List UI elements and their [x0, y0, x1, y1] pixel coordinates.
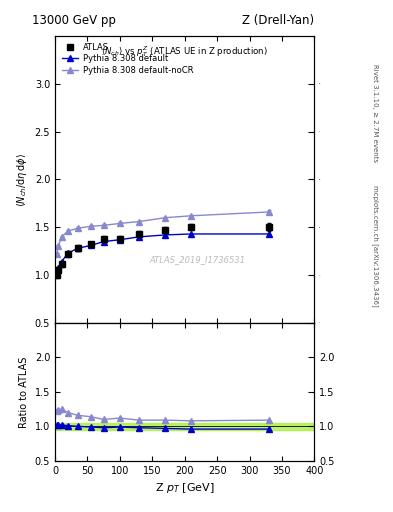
Text: 13000 GeV pp: 13000 GeV pp: [32, 14, 116, 27]
Text: ATLAS_2019_I1736531: ATLAS_2019_I1736531: [150, 255, 246, 264]
Text: Z (Drell-Yan): Z (Drell-Yan): [242, 14, 314, 27]
Text: $\langle N_{ch}\rangle$ vs $p_T^Z$ (ATLAS UE in Z production): $\langle N_{ch}\rangle$ vs $p_T^Z$ (ATLA…: [101, 45, 268, 59]
Text: Rivet 3.1.10, ≥ 2.7M events: Rivet 3.1.10, ≥ 2.7M events: [372, 63, 378, 162]
Y-axis label: Ratio to ATLAS: Ratio to ATLAS: [19, 356, 29, 428]
Legend: ATLAS, Pythia 8.308 default, Pythia 8.308 default-noCR: ATLAS, Pythia 8.308 default, Pythia 8.30…: [59, 40, 196, 77]
Text: mcplots.cern.ch [arXiv:1306.3436]: mcplots.cern.ch [arXiv:1306.3436]: [372, 185, 379, 307]
Y-axis label: $\langle N_{ch}/\mathrm{d}\eta\,\mathrm{d}\phi\rangle$: $\langle N_{ch}/\mathrm{d}\eta\,\mathrm{…: [15, 152, 29, 206]
X-axis label: Z $p_T$ [GeV]: Z $p_T$ [GeV]: [155, 481, 215, 495]
Bar: [55, 423, 314, 430]
